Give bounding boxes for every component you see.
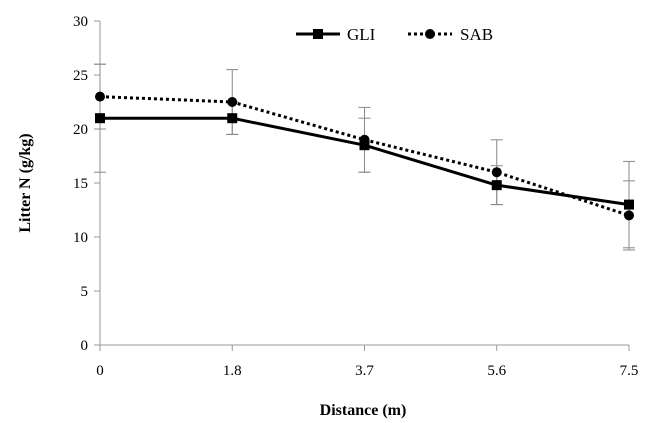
series-line-sab xyxy=(99,95,630,217)
error-bars xyxy=(94,63,635,251)
y-tick-label: 10 xyxy=(73,230,88,246)
x-axis-title: Distance (m) xyxy=(320,402,407,419)
x-tick-label: 5.6 xyxy=(487,363,506,379)
data-point-sab xyxy=(624,210,634,221)
y-tick-label: 0 xyxy=(81,338,89,354)
x-axis-ticks: 0 1.8 3.7 5.6 7.5 xyxy=(96,345,638,379)
series-markers xyxy=(95,91,634,221)
y-axis-title: Litter N (g/kg) xyxy=(17,133,34,232)
data-point-sab xyxy=(227,97,238,107)
legend-marker-gli xyxy=(313,29,323,39)
data-point-sab xyxy=(491,167,502,178)
data-point-gli xyxy=(227,113,238,124)
y-tick-label: 20 xyxy=(73,122,88,138)
data-point-sab xyxy=(95,91,105,102)
y-tick-label: 15 xyxy=(73,176,88,192)
legend-marker-sab xyxy=(425,29,435,39)
legend-label-gli: GLI xyxy=(347,25,376,44)
data-point-gli xyxy=(95,113,105,124)
x-tick-label: 7.5 xyxy=(620,363,639,379)
chart-axes: 0 5 10 15 20 25 30 0 1.8 3.7 5.6 7.5 xyxy=(73,14,638,379)
x-tick-label: 0 xyxy=(96,363,104,379)
data-point-gli xyxy=(359,140,370,151)
chart-legend: GLI SAB xyxy=(296,25,493,44)
y-tick-label: 5 xyxy=(81,284,89,300)
x-tick-label: 3.7 xyxy=(355,363,374,379)
data-point-gli xyxy=(624,199,634,210)
data-point-gli xyxy=(491,180,502,191)
y-tick-label: 30 xyxy=(73,14,88,30)
legend-label-sab: SAB xyxy=(460,25,493,44)
y-tick-label: 25 xyxy=(73,68,88,84)
y-axis-ticks: 0 5 10 15 20 25 30 xyxy=(73,14,100,354)
data-point-sab xyxy=(359,134,370,145)
x-tick-label: 1.8 xyxy=(223,363,242,379)
